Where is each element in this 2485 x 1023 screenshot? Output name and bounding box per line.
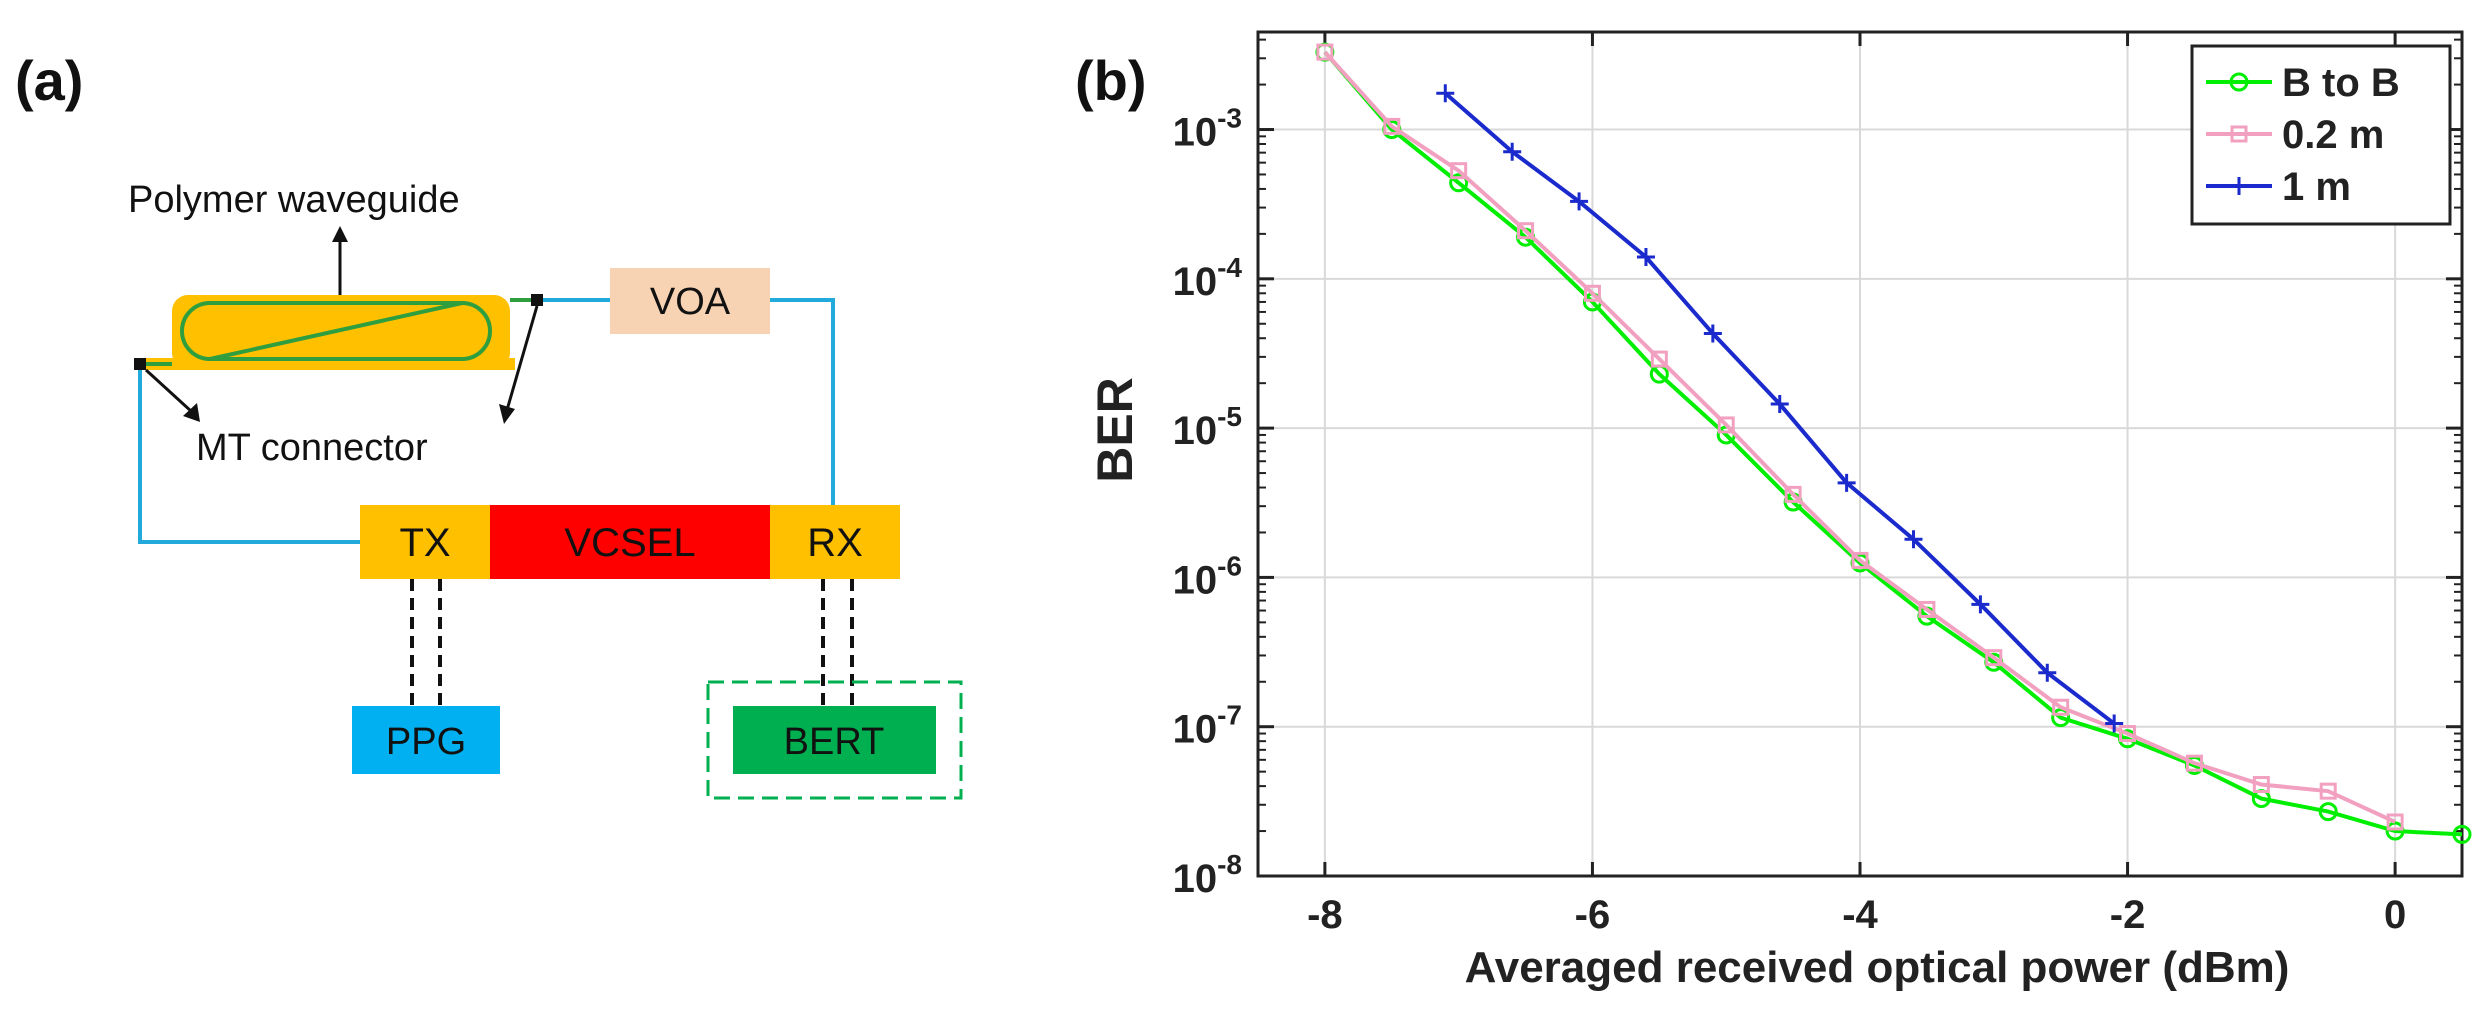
- data-point: [2385, 821, 2405, 841]
- panel-b-label: (b): [1075, 49, 1147, 112]
- data-point: [1517, 222, 1535, 240]
- vcsel-label: VCSEL: [564, 521, 695, 565]
- data-point: [1703, 324, 1722, 343]
- data-point: [1918, 600, 1936, 618]
- series-1: [1316, 43, 2404, 831]
- bert-box: [733, 706, 936, 774]
- voa-label: VOA: [650, 281, 731, 323]
- chart-series: [1315, 42, 2472, 844]
- arrow-mt-left: [144, 368, 194, 414]
- x-tick-label: -2: [2110, 893, 2146, 937]
- waveguide-loop: [180, 301, 492, 361]
- legend-label: B to B: [2282, 61, 2400, 105]
- data-point: [1784, 485, 1802, 503]
- data-point: [2185, 754, 2203, 772]
- fiber-lines: [138, 298, 835, 544]
- rx-label: RX: [807, 521, 863, 565]
- waveguide-diagonal: [209, 301, 463, 361]
- data-point: [2038, 663, 2057, 682]
- y-tick-label: 10-3: [1173, 103, 1242, 155]
- polymer-waveguide-chip: [140, 295, 538, 370]
- arrow-mt-right: [505, 305, 539, 411]
- series-line: [1323, 50, 2396, 824]
- data-point: [2051, 708, 2071, 728]
- annotation-arrows: [144, 226, 539, 424]
- y-tick-label: 10-5: [1173, 401, 1242, 453]
- bert-dashed-border: [706, 680, 963, 800]
- data-point: [1985, 649, 2003, 667]
- legend-marker: [2230, 125, 2248, 143]
- polymer-waveguide-label: Polymer waveguide: [128, 179, 460, 221]
- mt-connector-right: [531, 294, 543, 306]
- data-point: [1837, 473, 1856, 492]
- tx-box: [360, 505, 490, 579]
- y-tick-label: 10-6: [1173, 550, 1242, 602]
- data-point: [1851, 551, 1869, 569]
- ppg-box: [352, 706, 500, 774]
- data-point: [1583, 284, 1601, 302]
- chart-axes: -8 -6 -4 -2 0 10-8 10-7 10-6 10-5 10-4 10-3: [1173, 30, 2464, 937]
- vcsel-box: [490, 505, 770, 579]
- y-tick-label: 10-8: [1173, 849, 1242, 901]
- x-axis-label: Averaged received optical power (dBm): [1465, 943, 2290, 992]
- data-point: [1570, 192, 1589, 211]
- chart-legend: B to B 0.2 m 1 m: [2190, 44, 2452, 226]
- data-point: [1383, 117, 1401, 135]
- data-point: [2052, 698, 2070, 716]
- data-point: [1436, 84, 1455, 103]
- data-point: [1316, 43, 1334, 61]
- setup-diagram: (a) Polymer wavegui: [15, 49, 963, 800]
- tx-label: TX: [399, 521, 450, 565]
- data-point: [1450, 162, 1468, 180]
- legend-label: 1 m: [2282, 165, 2351, 209]
- x-tick-label: -6: [1575, 893, 1611, 937]
- bert-label: BERT: [784, 721, 885, 763]
- data-point: [1770, 395, 1789, 414]
- x-tick-label: -8: [1307, 893, 1343, 937]
- data-point: [2319, 782, 2337, 800]
- data-point: [2252, 776, 2270, 794]
- y-tick-label: 10-4: [1173, 252, 1243, 304]
- data-point: [2318, 802, 2338, 822]
- data-point: [2105, 714, 2124, 733]
- data-point: [2119, 725, 2137, 743]
- mt-connector-left: [134, 358, 146, 370]
- data-point: [1904, 530, 1923, 549]
- ber-chart: (b) -8 -6 -4 -2 0 10-8 10-7 10-6 10-5 10-4 10-3 B …: [1075, 30, 2472, 992]
- voa-box: [610, 268, 770, 334]
- electrical-connections: [410, 579, 854, 712]
- rx-box: [770, 505, 900, 579]
- x-tick-label: 0: [2384, 893, 2406, 937]
- data-point: [1503, 142, 1522, 161]
- panel-a-label: (a): [15, 49, 83, 112]
- legend-marker: [2229, 72, 2249, 92]
- fiber-tx: [138, 365, 360, 544]
- data-point: [1971, 595, 1990, 614]
- data-point: [1650, 350, 1668, 368]
- data-point: [1636, 248, 1655, 267]
- data-point: [2386, 813, 2404, 831]
- mt-connector-label: MT connector: [196, 427, 428, 469]
- data-point: [2452, 824, 2472, 844]
- legend-label: 0.2 m: [2282, 113, 2384, 157]
- y-axis-label: BER: [1087, 377, 1143, 483]
- series-line: [1323, 50, 2463, 837]
- data-point: [1449, 173, 1469, 193]
- legend-marker: [2230, 177, 2248, 195]
- series-2: [1436, 84, 2124, 733]
- x-tick-label: -4: [1842, 893, 1878, 937]
- fiber-rx: [770, 298, 835, 505]
- y-tick-label: 10-7: [1173, 700, 1242, 752]
- data-point: [1717, 416, 1735, 434]
- ppg-label: PPG: [386, 721, 466, 763]
